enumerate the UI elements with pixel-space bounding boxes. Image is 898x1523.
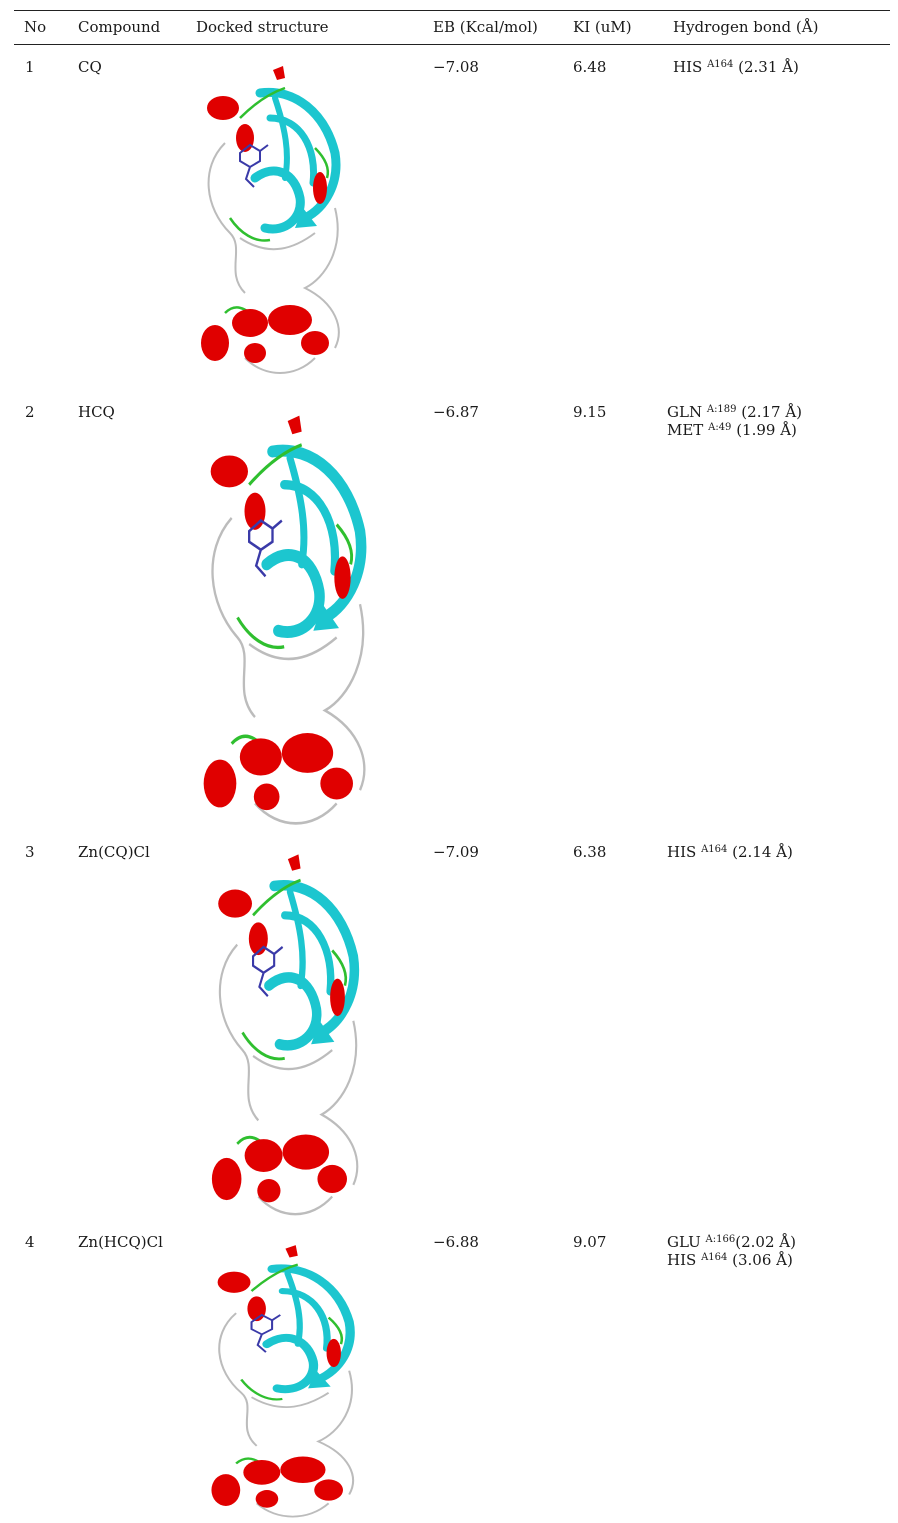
docked-structure-image [211,1245,355,1518]
hydrogen-bond-list: HIS A164 (2.14 Å) [667,843,793,861]
hydrogen-bond-entry: HIS A164 (2.31 Å) [673,58,799,76]
table-top-rule [14,10,890,11]
docked-structure-image [203,415,367,825]
docked-structure-image [211,854,360,1216]
hydrogen-bond-entry: GLN A:189 (2.17 Å) [667,403,803,421]
hydrogen-bond-entry: HIS A164 (2.14 Å) [667,843,793,861]
header-eb: EB (Kcal/mol) [433,18,538,36]
binding-energy: −7.09 [433,843,479,861]
hydrogen-bond-list: GLU A:166(2.02 Å) HIS A164 (3.06 Å) [667,1233,796,1269]
compound-name: Zn(CQ)Cl [78,843,150,861]
row-number: 3 [25,843,35,861]
header-compound: Compound [78,18,161,36]
hydrogen-bond-list: GLN A:189 (2.17 Å) MET A:49 (1.99 Å) [667,403,802,439]
row-number: 2 [25,403,35,421]
hydrogen-bond-entry: GLU A:166(2.02 Å) [667,1233,796,1251]
binding-energy: −6.87 [433,403,479,421]
inhibition-constant: 6.38 [573,843,607,861]
row-number: 4 [25,1233,35,1251]
hydrogen-bond-list: HIS A164 (2.31 Å) [673,58,799,76]
row-number: 1 [25,58,35,76]
inhibition-constant: 9.15 [573,403,607,421]
docked-structure-image [201,66,341,374]
table-header-rule [14,44,890,45]
header-no: No [24,18,47,36]
hydrogen-bond-entry: HIS A164 (3.06 Å) [667,1251,793,1269]
header-hydrogen-bond: Hydrogen bond (Å) [673,18,819,36]
compound-name: Zn(HCQ)Cl [78,1233,163,1251]
inhibition-constant: 9.07 [573,1233,607,1251]
compound-name: CQ [78,58,102,76]
header-ki: KI (uM) [573,18,632,36]
compound-name: HCQ [78,403,115,421]
header-docked-structure: Docked structure [196,18,329,36]
hydrogen-bond-entry: MET A:49 (1.99 Å) [667,421,797,439]
binding-energy: −6.88 [433,1233,479,1251]
binding-energy: −7.08 [433,58,479,76]
inhibition-constant: 6.48 [573,58,607,76]
